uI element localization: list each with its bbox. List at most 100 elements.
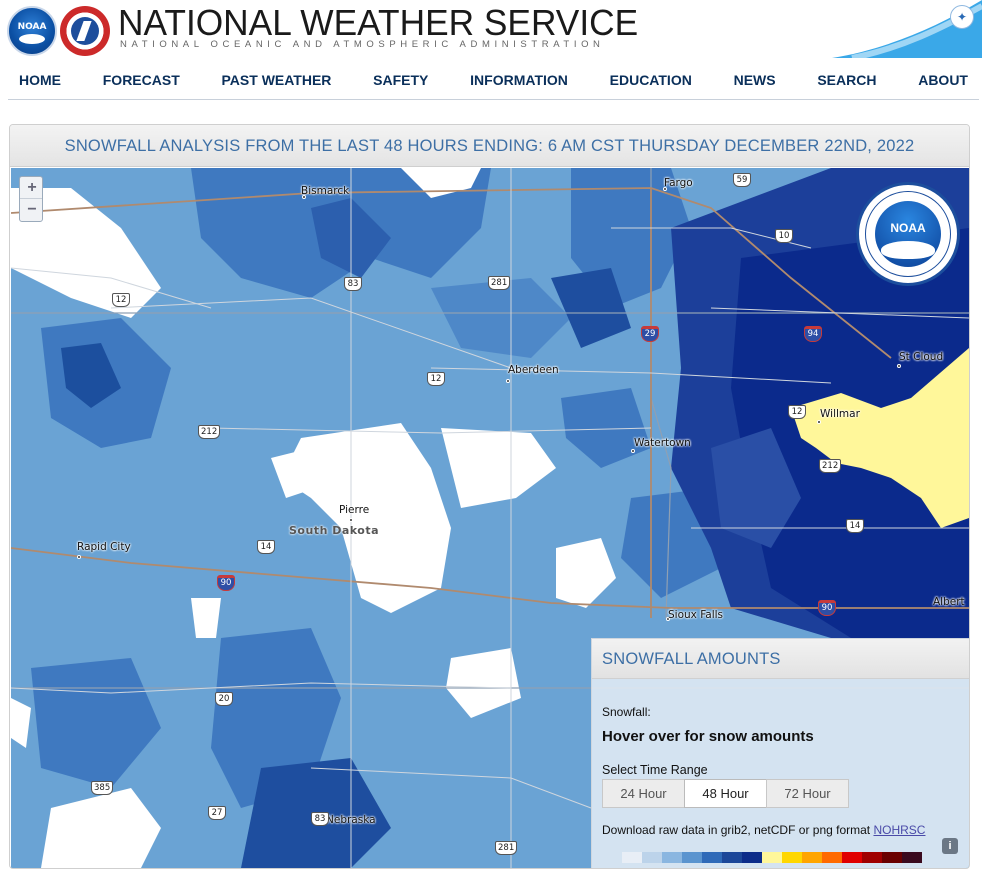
city-rapid-city: Rapid City xyxy=(77,541,131,553)
scale-swatch xyxy=(662,852,682,863)
city-dot xyxy=(77,555,81,559)
snowfall-map[interactable]: + − Bismarck Fargo Aberdeen Watertown St… xyxy=(11,168,969,868)
city-dot xyxy=(302,195,306,199)
scale-swatch xyxy=(762,852,782,863)
highway-shield: 83 xyxy=(311,812,329,826)
time-72-hour-button[interactable]: 72 Hour xyxy=(766,779,849,808)
logo-core: NOAA xyxy=(875,201,941,267)
city-dot xyxy=(897,364,901,368)
snowfall-label: Snowfall: xyxy=(602,705,651,719)
highway-shield: 20 xyxy=(215,692,233,706)
nav-past-weather[interactable]: PAST WEATHER xyxy=(221,72,332,88)
snowfall-legend: SNOWFALL AMOUNTS Snowfall: Hover over fo… xyxy=(591,638,969,868)
state-label-south-dakota: South Dakota xyxy=(289,524,380,537)
time-48-hour-button[interactable]: 48 Hour xyxy=(684,779,767,808)
city-st-cloud: St Cloud xyxy=(899,351,944,363)
highway-shield: 12 xyxy=(112,293,130,307)
nws-logo[interactable] xyxy=(60,6,110,56)
download-text: Download raw data in grib2, netCDF or pn… xyxy=(602,823,925,837)
download-prefix: Download raw data in grib2, netCDF or pn… xyxy=(602,823,874,837)
nav-safety[interactable]: SAFETY xyxy=(373,72,429,88)
site-header: NOAA NATIONAL WEATHER SERVICE NATIONAL O… xyxy=(0,0,982,58)
scale-swatch xyxy=(802,852,822,863)
highway-shield: 212 xyxy=(198,425,221,439)
site-subtitle: NATIONAL OCEANIC AND ATMOSPHERIC ADMINIS… xyxy=(120,39,605,50)
highway-shield: 10 xyxy=(775,229,793,243)
noaa-logo-text: NOAA xyxy=(17,22,47,32)
scale-swatch xyxy=(722,852,742,863)
panel-header: SNOWFALL ANALYSIS FROM THE LAST 48 HOURS… xyxy=(10,125,969,167)
time-range-selector: 24 Hour 48 Hour 72 Hour xyxy=(602,779,849,808)
noaa-bird-icon xyxy=(19,34,45,44)
city-dot xyxy=(817,420,821,424)
city-dot xyxy=(666,617,670,621)
scale-swatch xyxy=(682,852,702,863)
snowfall-panel: SNOWFALL ANALYSIS FROM THE LAST 48 HOURS… xyxy=(9,124,970,869)
hover-instructions: Hover over for snow amounts xyxy=(602,728,814,745)
nav-home[interactable]: HOME xyxy=(19,72,61,88)
highway-shield: 281 xyxy=(495,841,518,855)
city-bismarck: Bismarck xyxy=(301,185,350,197)
highway-shield: 12 xyxy=(788,405,806,419)
city-sioux-falls: Sioux Falls xyxy=(668,609,724,621)
city-dot xyxy=(631,449,635,453)
city-dot xyxy=(506,379,510,383)
logo-ring xyxy=(865,191,951,277)
zoom-out-button[interactable]: − xyxy=(27,201,37,218)
legend-title: SNOWFALL AMOUNTS xyxy=(602,650,781,668)
nav-search[interactable]: SEARCH xyxy=(817,72,877,88)
scale-swatch xyxy=(782,852,802,863)
city-dot xyxy=(349,518,353,522)
city-watertown: Watertown xyxy=(634,437,691,449)
zoom-in-button[interactable]: + xyxy=(20,177,42,199)
interstate-shield: 90 xyxy=(217,575,235,591)
state-label-nebraska: Nebraska xyxy=(326,814,376,826)
interstate-shield: 90 xyxy=(818,600,836,616)
city-willmar: Willmar xyxy=(820,408,860,420)
interstate-shield: 29 xyxy=(641,326,659,342)
highway-shield: 59 xyxy=(733,173,751,187)
panel-title: SNOWFALL ANALYSIS FROM THE LAST 48 HOURS… xyxy=(64,137,915,155)
time-range-label: Select Time Range xyxy=(602,763,708,777)
city-fargo: Fargo xyxy=(664,177,693,189)
nav-forecast[interactable]: FORECAST xyxy=(102,72,180,88)
nav-news[interactable]: NEWS xyxy=(733,72,776,88)
legend-header: SNOWFALL AMOUNTS xyxy=(592,639,969,679)
zoom-controls: + − xyxy=(19,176,43,222)
city-albert: Albert xyxy=(933,596,965,608)
highway-shield: 281 xyxy=(488,276,511,290)
highway-shield: 27 xyxy=(208,806,226,820)
nav-information[interactable]: INFORMATION xyxy=(470,72,568,88)
highway-shield: 14 xyxy=(846,519,864,533)
scale-swatch xyxy=(702,852,722,863)
noaa-logo[interactable]: NOAA xyxy=(7,6,57,56)
highway-shield: 14 xyxy=(257,540,275,554)
highway-shield: 212 xyxy=(819,459,842,473)
logo-text: NOAA xyxy=(890,221,926,235)
city-aberdeen: Aberdeen xyxy=(508,364,559,376)
noaa-bird-icon xyxy=(881,241,935,259)
noaa-map-logo: NOAA xyxy=(856,182,960,286)
highway-shield: 12 xyxy=(427,372,445,386)
site-title[interactable]: NATIONAL WEATHER SERVICE xyxy=(118,2,639,43)
interstate-shield: 94 xyxy=(804,326,822,342)
scale-swatch xyxy=(842,852,862,863)
scale-swatch xyxy=(902,852,922,863)
department-seal-icon[interactable]: ✦ xyxy=(950,5,974,29)
scale-swatch xyxy=(822,852,842,863)
scale-swatch xyxy=(642,852,662,863)
time-24-hour-button[interactable]: 24 Hour xyxy=(602,779,685,808)
nav-education[interactable]: EDUCATION xyxy=(609,72,692,88)
scale-swatch xyxy=(742,852,762,863)
scale-swatch xyxy=(622,852,642,863)
city-dot xyxy=(663,187,667,191)
city-pierre: Pierre xyxy=(339,504,370,516)
nohrsc-link[interactable]: NOHRSC xyxy=(873,823,926,837)
highway-shield: 385 xyxy=(91,781,114,795)
main-nav: HOME FORECAST PAST WEATHER SAFETY INFORM… xyxy=(8,60,979,100)
nav-about[interactable]: ABOUT xyxy=(918,72,968,88)
scale-swatch xyxy=(882,852,902,863)
highway-shield: 83 xyxy=(344,277,362,291)
info-icon[interactable]: i xyxy=(942,838,958,854)
scale-swatch xyxy=(862,852,882,863)
